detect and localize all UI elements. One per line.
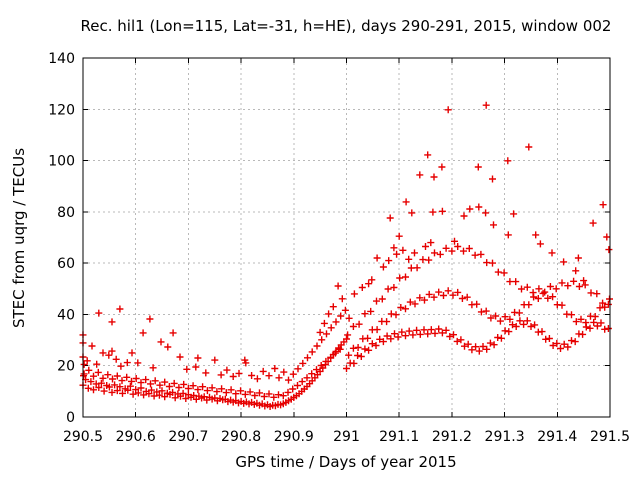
y-tick-label: 0 — [66, 410, 75, 426]
plot-border — [82, 57, 611, 418]
y-tick-label: 60 — [57, 256, 75, 272]
x-tick-label: 291.2 — [432, 429, 472, 445]
y-tick-label: 40 — [57, 307, 75, 323]
grid-lines — [83, 58, 610, 417]
tick-labels: 290.5 290.6 290.7 290.8 290.9 291 291.1 291.2 29… — [48, 51, 630, 445]
x-tick-label: 291.5 — [590, 429, 630, 445]
y-tick-label: 80 — [57, 205, 75, 221]
y-tick-label: 20 — [57, 359, 75, 375]
x-tick-label: 291 — [333, 429, 360, 445]
x-axis-label: GPS time / Days of year 2015 — [235, 453, 456, 471]
x-tick-label: 290.9 — [274, 429, 314, 445]
x-tick-label: 290.6 — [116, 429, 156, 445]
x-tick-label: 290.8 — [221, 429, 261, 445]
y-tick-label: 140 — [48, 51, 75, 67]
y-tick-label: 100 — [48, 154, 75, 170]
y-axis-label: STEC from uqrg / TECUs — [10, 148, 28, 328]
x-tick-label: 291.1 — [379, 429, 419, 445]
x-tick-label: 290.5 — [63, 429, 103, 445]
chart-title: Rec. hil1 (Lon=115, Lat=-31, h=HE), days… — [81, 17, 612, 35]
x-tick-label: 291.4 — [537, 429, 577, 445]
x-tick-label: 291.3 — [485, 429, 525, 445]
y-tick-label: 120 — [48, 102, 75, 118]
x-tick-label: 290.7 — [168, 429, 208, 445]
